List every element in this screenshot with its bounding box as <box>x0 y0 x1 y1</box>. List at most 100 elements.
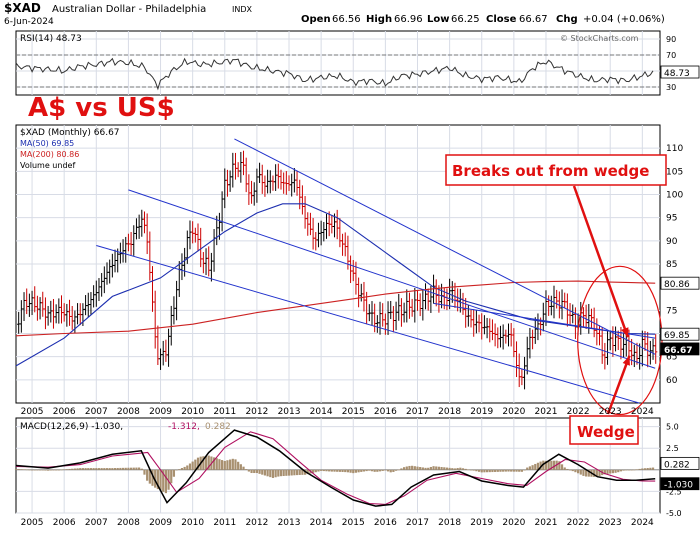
macd-histogram-bar <box>146 469 149 481</box>
macd-histogram-bar <box>531 465 534 470</box>
macd-histogram-bar <box>365 469 368 472</box>
price-xtick-2005: 2005 <box>21 407 44 417</box>
macd-histogram-bar <box>108 468 111 470</box>
macd-histogram-bar <box>429 466 432 470</box>
macd-histogram-bar <box>317 469 320 472</box>
macd-histogram-bar <box>167 469 170 490</box>
rsi-value-label: 48.73 <box>664 69 690 79</box>
price-layer <box>15 138 663 416</box>
macd-histogram-bar <box>186 465 189 470</box>
macd-histogram-bar <box>354 469 358 473</box>
macd-histogram-bar <box>582 469 585 476</box>
macd-histogram-bar <box>52 469 55 471</box>
chart-date: 6-Jun-2024 <box>4 17 54 27</box>
breakout-callout-box <box>445 154 667 186</box>
macd-histogram-bar <box>611 469 614 474</box>
macd-histogram-bar <box>437 466 441 470</box>
macd-histogram-bar <box>60 469 63 471</box>
trendline-3 <box>96 244 640 404</box>
macd-histogram-bar <box>510 469 513 472</box>
macd-histogram-bar <box>301 469 304 475</box>
macd-ytick--2.5: -2.5 <box>666 487 682 496</box>
macd-histogram-bar <box>97 468 101 470</box>
macd-histogram-bar <box>242 466 245 470</box>
macd-histogram-bar <box>558 461 561 470</box>
chart-annotation-title: A$ vs US$ <box>28 93 175 123</box>
macd-histogram-bar <box>30 469 34 471</box>
macd-histogram-bar <box>394 469 398 471</box>
rsi-ytick-70: 70 <box>666 51 676 60</box>
macd-histogram-bar <box>79 468 82 470</box>
macd-xtick-2008: 2008 <box>117 518 140 528</box>
close-value: 66.67 <box>519 14 548 25</box>
wedge-callout-text: Wedge <box>577 423 635 441</box>
macd-histogram-bar <box>293 469 296 476</box>
macd-histogram-bar <box>646 468 649 470</box>
macd-histogram-bar <box>641 468 644 470</box>
macd-histogram-bar <box>491 469 494 473</box>
macd-histogram-bar <box>585 469 588 477</box>
wedge-callout-box <box>569 415 639 445</box>
price-xtick-2018: 2018 <box>438 407 461 417</box>
ma200-line <box>15 280 656 337</box>
macd-histogram-bar <box>132 467 135 470</box>
rsi-layer <box>15 57 654 91</box>
open-label: Open <box>301 14 331 25</box>
macd-histogram-bar <box>255 469 258 474</box>
macd-histogram-bar <box>277 469 280 477</box>
macd-xtick-2017: 2017 <box>406 518 429 528</box>
macd-histogram-bar <box>73 468 76 470</box>
macd-histogram-bar <box>386 469 390 472</box>
price-ytick-65: 65 <box>666 353 677 363</box>
price-label-last: 66.67 <box>664 346 692 356</box>
macd-histogram-bar <box>170 469 173 484</box>
macd-xtick-2019: 2019 <box>470 518 493 528</box>
macd-label-macd: -1.030 <box>664 481 693 491</box>
macd-histogram-bar <box>563 467 566 470</box>
macd-histogram-bar <box>456 467 459 470</box>
macd-histogram-bar <box>237 461 240 470</box>
macd-histogram-bar <box>405 466 408 470</box>
price-xtick-2012: 2012 <box>245 407 268 417</box>
macd-histogram-bar <box>138 467 141 470</box>
macd-histogram-bar <box>408 465 411 470</box>
macd-histogram-bar <box>164 469 167 494</box>
macd-histogram-bar <box>512 469 515 472</box>
macd-histogram-bar <box>84 468 87 470</box>
macd-histogram-bar <box>445 467 449 470</box>
macd-histogram-bar <box>269 469 272 478</box>
macd-histogram-bar <box>488 469 491 473</box>
macd-histogram-bar <box>475 469 478 472</box>
macd-histogram-bar <box>49 469 52 471</box>
macd-histogram-bar <box>392 469 395 472</box>
macd-histogram-bar <box>504 469 507 472</box>
macd-histogram-bar <box>413 466 416 470</box>
macd-histogram-bar <box>55 469 58 471</box>
macd-histogram-bar <box>625 469 628 471</box>
macd-histogram-bar <box>453 468 457 470</box>
high-label: High <box>366 14 392 25</box>
price-xtick-2013: 2013 <box>278 407 301 417</box>
macd-xtick-2012: 2012 <box>245 518 268 528</box>
macd-histogram-bar <box>542 460 545 470</box>
macd-histogram-bar <box>496 469 499 472</box>
macd-histogram-bar <box>295 469 299 476</box>
macd-histogram-bar <box>312 469 315 473</box>
macd-histogram-bar <box>111 468 114 470</box>
macd-histogram-bar <box>617 469 620 473</box>
macd-histogram-bar <box>239 464 242 470</box>
rsi-value-box <box>660 65 700 79</box>
price-label-box-last <box>660 342 700 356</box>
rsi-ytick-30: 30 <box>666 83 676 92</box>
macd-xtick-2023: 2023 <box>599 518 622 528</box>
trendline-1 <box>234 138 656 355</box>
macd-line <box>15 429 656 507</box>
macd-histogram-bar <box>41 469 44 471</box>
price-xtick-2006: 2006 <box>53 407 76 417</box>
macd-layer <box>14 429 656 507</box>
macd-histogram-bar <box>467 469 470 471</box>
macd-histogram-bar <box>606 469 609 474</box>
macd-histogram-bar <box>336 469 339 472</box>
